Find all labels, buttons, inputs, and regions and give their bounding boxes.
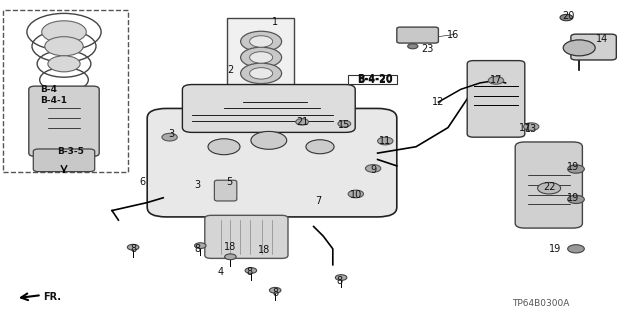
Text: 8: 8 xyxy=(194,244,200,255)
Circle shape xyxy=(563,40,595,56)
Circle shape xyxy=(250,52,273,63)
Circle shape xyxy=(568,245,584,253)
Text: 5: 5 xyxy=(226,177,232,187)
Circle shape xyxy=(208,139,240,155)
Text: B-4-1: B-4-1 xyxy=(40,96,67,105)
Text: 21: 21 xyxy=(296,117,308,127)
Text: B-4-20: B-4-20 xyxy=(357,74,393,84)
Text: 18: 18 xyxy=(224,242,237,252)
FancyBboxPatch shape xyxy=(571,34,616,60)
Text: B-4: B-4 xyxy=(40,85,57,94)
Circle shape xyxy=(348,190,364,198)
Text: 16: 16 xyxy=(447,30,460,40)
FancyBboxPatch shape xyxy=(205,215,288,258)
Text: TP64B0300A: TP64B0300A xyxy=(512,299,570,308)
Text: 22: 22 xyxy=(543,182,556,192)
Text: 17: 17 xyxy=(490,75,502,85)
Circle shape xyxy=(241,63,282,84)
Circle shape xyxy=(306,140,334,154)
FancyBboxPatch shape xyxy=(515,142,582,228)
Text: 15: 15 xyxy=(338,120,351,130)
Text: 3: 3 xyxy=(194,180,200,190)
Text: 9: 9 xyxy=(370,165,376,175)
Text: 2: 2 xyxy=(227,65,234,75)
Circle shape xyxy=(45,37,83,56)
Circle shape xyxy=(568,195,584,204)
FancyBboxPatch shape xyxy=(182,85,355,132)
Text: 20: 20 xyxy=(562,11,575,21)
Text: 3: 3 xyxy=(168,129,174,139)
Text: 6: 6 xyxy=(139,177,145,187)
Text: 19: 19 xyxy=(566,193,579,204)
Text: 19: 19 xyxy=(549,244,562,255)
FancyBboxPatch shape xyxy=(29,86,99,156)
Circle shape xyxy=(245,268,257,273)
Circle shape xyxy=(338,121,351,127)
Text: FR.: FR. xyxy=(44,292,61,302)
Text: 18: 18 xyxy=(257,245,270,256)
Circle shape xyxy=(241,47,282,68)
Text: 8: 8 xyxy=(246,267,253,277)
Circle shape xyxy=(408,44,418,49)
Circle shape xyxy=(48,56,80,72)
Circle shape xyxy=(195,243,206,249)
Circle shape xyxy=(250,36,273,47)
Text: 8: 8 xyxy=(336,276,342,286)
Circle shape xyxy=(488,77,504,84)
Circle shape xyxy=(251,131,287,149)
Bar xyxy=(3,10,128,172)
Text: 19: 19 xyxy=(566,161,579,172)
Circle shape xyxy=(225,254,236,260)
FancyBboxPatch shape xyxy=(214,180,237,201)
FancyBboxPatch shape xyxy=(227,18,294,91)
Circle shape xyxy=(241,31,282,52)
FancyBboxPatch shape xyxy=(147,108,397,217)
Circle shape xyxy=(365,165,381,172)
Text: 11: 11 xyxy=(379,136,392,146)
Circle shape xyxy=(524,123,539,130)
Circle shape xyxy=(568,165,584,173)
Circle shape xyxy=(296,119,308,125)
Text: 17: 17 xyxy=(518,123,531,133)
Text: 12: 12 xyxy=(432,97,445,107)
Text: B-3-5: B-3-5 xyxy=(58,147,84,156)
Text: 14: 14 xyxy=(595,34,608,44)
Circle shape xyxy=(42,21,86,43)
Circle shape xyxy=(269,287,281,293)
FancyBboxPatch shape xyxy=(397,27,438,43)
Text: 13: 13 xyxy=(525,124,538,134)
Text: B-4-20: B-4-20 xyxy=(357,75,393,85)
Circle shape xyxy=(127,244,139,250)
Text: 7: 7 xyxy=(315,196,321,206)
FancyBboxPatch shape xyxy=(348,75,397,84)
Circle shape xyxy=(250,68,273,79)
Text: 4: 4 xyxy=(218,267,224,277)
Circle shape xyxy=(560,14,573,21)
Text: 10: 10 xyxy=(349,189,362,200)
Circle shape xyxy=(335,275,347,280)
Text: 23: 23 xyxy=(421,44,434,55)
Text: 8: 8 xyxy=(130,244,136,255)
Circle shape xyxy=(538,182,561,194)
Text: 8: 8 xyxy=(272,288,278,299)
Text: 1: 1 xyxy=(272,17,278,27)
FancyBboxPatch shape xyxy=(33,149,95,172)
Circle shape xyxy=(378,137,393,145)
FancyBboxPatch shape xyxy=(467,61,525,137)
Circle shape xyxy=(162,133,177,141)
